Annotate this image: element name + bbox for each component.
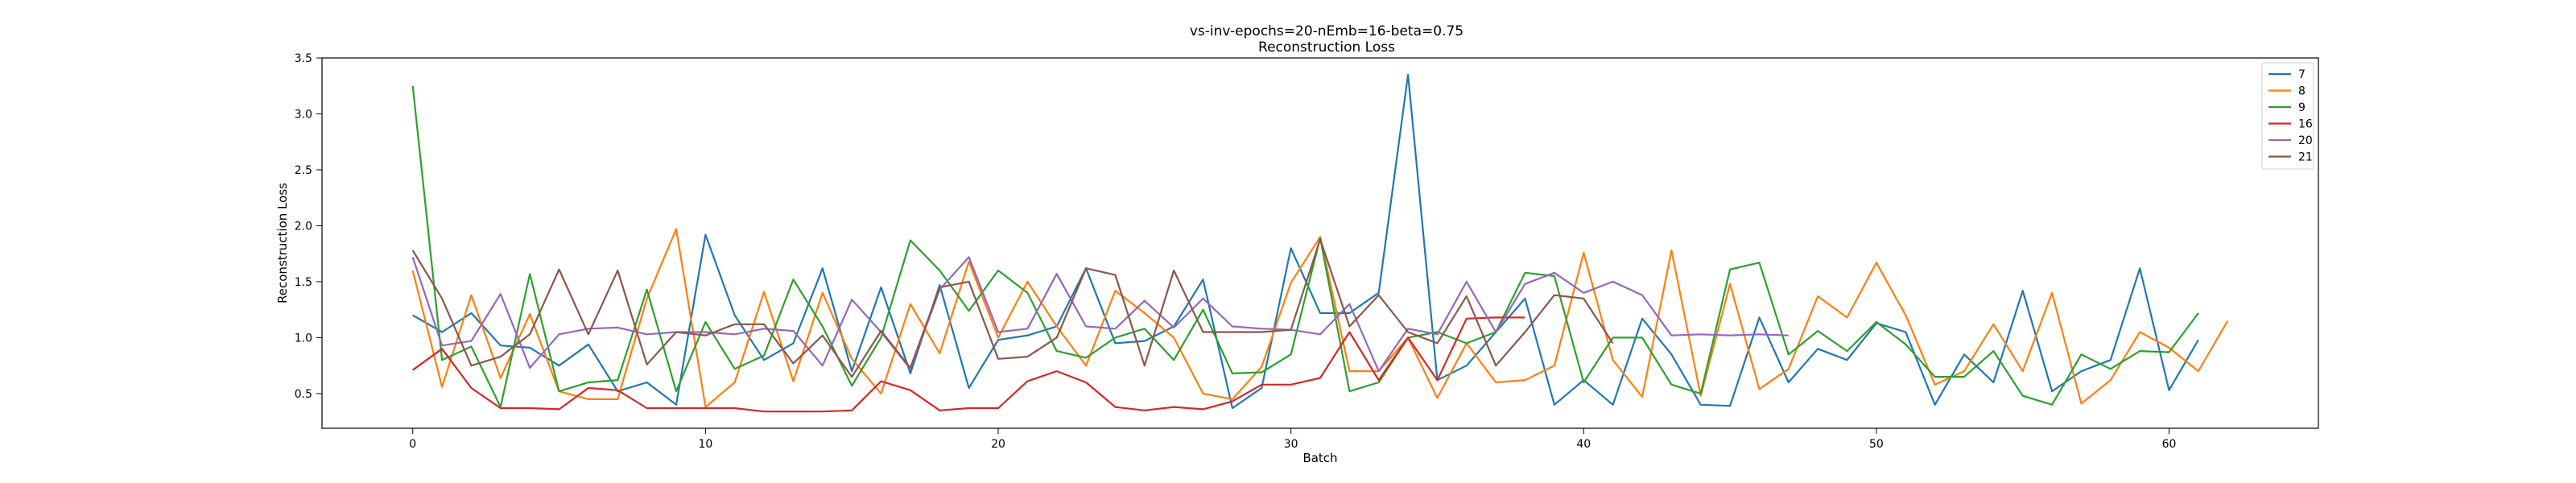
legend-item: 16 (2268, 118, 2313, 131)
x-axis: 0 10 20 30 40 50 60 (409, 428, 2176, 451)
legend-label: 7 (2298, 68, 2306, 81)
legend-item: 20 (2268, 134, 2313, 147)
x-tick-label: 50 (1869, 438, 1884, 451)
legend-item: 9 (2268, 101, 2306, 114)
series-line-16 (412, 316, 1525, 413)
legend-label: 21 (2298, 151, 2313, 164)
x-tick-label: 30 (1284, 438, 1298, 451)
x-tick-label: 40 (1576, 438, 1591, 451)
y-tick-label: 1.5 (295, 276, 312, 289)
legend-label: 20 (2298, 134, 2313, 147)
series-lines (411, 73, 2229, 413)
legend-label: 9 (2298, 101, 2306, 114)
x-tick-label: 10 (698, 438, 712, 451)
legend: 7 8 9 16 20 21 (2261, 62, 2314, 170)
legend-label: 8 (2298, 85, 2306, 98)
y-axis-label: Reconstruction Loss (275, 183, 290, 303)
legend-item: 21 (2268, 151, 2313, 164)
y-tick-label: 1.0 (295, 332, 312, 345)
x-tick-label: 60 (2162, 438, 2177, 451)
legend-box (2261, 62, 2314, 170)
legend-label: 16 (2298, 118, 2313, 131)
y-axis: 0.5 1.0 1.5 2.0 2.5 3.0 3.5 (295, 52, 322, 401)
x-tick-label: 0 (409, 438, 416, 451)
y-tick-label: 2.5 (295, 164, 312, 177)
y-tick-label: 3.5 (295, 52, 312, 65)
series-line-21 (411, 238, 1614, 378)
legend-item: 8 (2268, 85, 2306, 98)
series-line-8 (411, 228, 2229, 408)
series-line-20 (411, 256, 1789, 373)
x-axis-label: Batch (1302, 451, 1337, 465)
y-tick-label: 2.0 (295, 220, 312, 233)
legend-item: 7 (2268, 68, 2306, 81)
chart-title: vs-inv-epochs=20-nEmb=16-beta=0.75 (1190, 23, 1463, 39)
chart-subtitle: Reconstruction Loss (1258, 39, 1395, 56)
y-tick-label: 3.0 (295, 108, 312, 121)
plot-area (321, 57, 2319, 429)
x-tick-label: 20 (991, 438, 1005, 451)
series-line-9 (411, 85, 2199, 408)
y-tick-label: 0.5 (295, 388, 312, 401)
series-line-7 (412, 73, 2199, 410)
